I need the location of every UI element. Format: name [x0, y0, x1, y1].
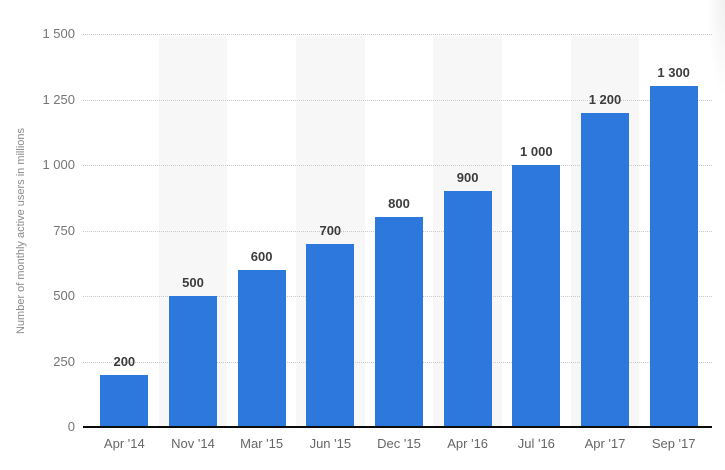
- bar-value-label: 200: [113, 353, 136, 369]
- x-tick-label: Apr '14: [103, 436, 145, 451]
- y-tick-label: 1 250: [42, 91, 75, 107]
- x-tick-label: Jul '16: [517, 436, 555, 451]
- bar-value-label: 1 000: [520, 144, 553, 159]
- corner-shade: [707, 0, 725, 95]
- x-tick-label: Nov '14: [171, 436, 215, 451]
- bar-value-label: 900: [456, 170, 479, 186]
- bar[interactable]: [306, 243, 355, 427]
- bar[interactable]: [512, 165, 561, 427]
- y-tick-label: 1 500: [42, 26, 75, 41]
- y-tick-label: 0: [67, 419, 75, 434]
- bar-value-label: 1 300: [657, 65, 690, 81]
- x-tick-label: Sep '17: [651, 436, 696, 451]
- bar-value-label: 800: [388, 196, 410, 212]
- gridline: [83, 165, 712, 166]
- bar[interactable]: [237, 269, 286, 427]
- bar[interactable]: [375, 217, 423, 427]
- x-axis-line: [83, 426, 712, 428]
- bar-value-label: 700: [319, 222, 342, 238]
- x-tick-label: Jun '15: [309, 436, 352, 451]
- bar-value-label: 600: [250, 248, 273, 264]
- y-tick-label: 250: [53, 353, 75, 369]
- x-tick-label: Dec '15: [377, 436, 421, 451]
- y-tick-label: 750: [53, 222, 75, 238]
- gridline: [83, 34, 712, 35]
- bar-value-label: 500: [182, 275, 204, 290]
- x-tick-label: Apr '16: [447, 436, 489, 451]
- y-tick-label: 1 000: [42, 157, 75, 172]
- bar[interactable]: [100, 374, 149, 427]
- bar[interactable]: [649, 86, 698, 427]
- bar-value-label: 1 200: [588, 91, 622, 107]
- bar[interactable]: [581, 112, 629, 427]
- y-tick-label: 500: [53, 288, 75, 303]
- gridline: [83, 99, 712, 101]
- bar[interactable]: [169, 296, 217, 427]
- bar[interactable]: [443, 191, 492, 427]
- x-tick-label: Mar '15: [240, 436, 284, 451]
- x-tick-label: Apr '17: [584, 436, 626, 451]
